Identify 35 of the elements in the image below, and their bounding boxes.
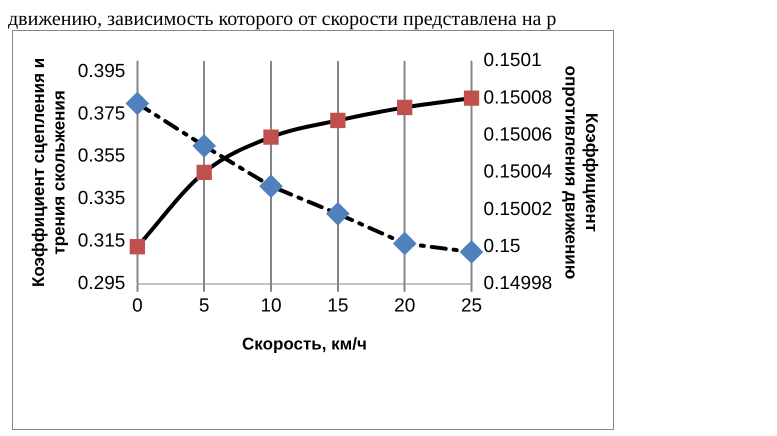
point (330, 112, 346, 128)
point (193, 134, 216, 157)
point (460, 240, 483, 263)
y2-tick-label: 0.15002 (484, 198, 552, 220)
x-tick-label: 0 (132, 295, 143, 316)
point (260, 175, 282, 198)
y-tick-label: 0.395 (78, 60, 126, 82)
y2-tick-label: 0.15008 (484, 87, 552, 108)
x-tick-label: 20 (394, 295, 416, 316)
y-tick-label: 0.315 (78, 230, 126, 252)
x-tick-label: 25 (460, 295, 482, 316)
y2-tick-label: 0.14998 (484, 273, 552, 294)
y-axis-title: Коэффициент сцепления и трения скольжения (28, 58, 68, 288)
x-axis-title: Скорость, км/ч (242, 334, 367, 354)
point (130, 239, 146, 254)
text: движению, зависимость которого от скорости представлена на р (8, 8, 558, 30)
x-tick-label: 15 (327, 295, 348, 316)
y-tick-label: 0.375 (78, 103, 126, 124)
y2-tick-label: 0.15006 (484, 124, 552, 146)
y-tick-label: 0.355 (78, 146, 126, 167)
y2-axis-title: Коэффициент опротивления движению (562, 66, 602, 280)
point (196, 164, 212, 180)
y2-tick-label: 0.15 (484, 236, 521, 257)
y2-tick-label: 0.15004 (484, 162, 553, 183)
y-tick-label: 0.335 (78, 188, 126, 210)
point (464, 90, 480, 106)
x-tick-label: 10 (260, 295, 282, 316)
point (326, 202, 349, 225)
x-tick-label: 5 (198, 295, 210, 316)
point (394, 232, 416, 254)
point (263, 129, 279, 145)
y2-tick-label: 0.1501 (484, 50, 542, 72)
point (126, 92, 148, 114)
y-tick-label: 0.295 (78, 273, 126, 294)
point (397, 100, 412, 116)
